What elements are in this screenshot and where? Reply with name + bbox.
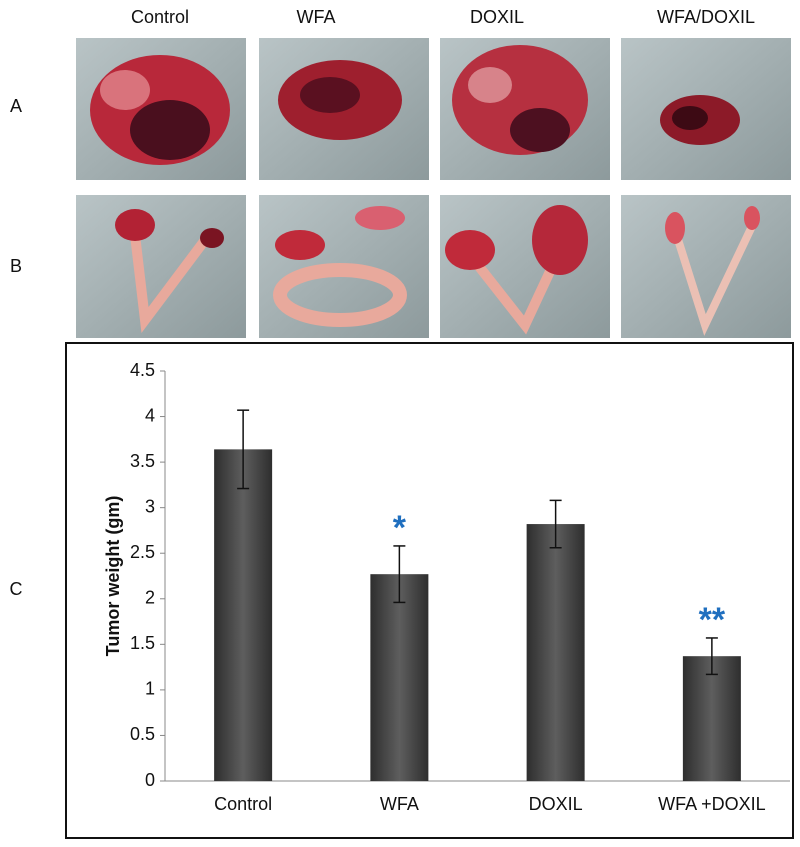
y-axis-label: Tumor weight (gm) xyxy=(103,496,123,657)
column-label: WFA/DOXIL xyxy=(657,7,755,27)
y-tick-label: 4.5 xyxy=(130,360,155,380)
photo xyxy=(259,38,429,180)
error-bar xyxy=(549,499,562,549)
photo xyxy=(621,38,791,180)
row-label: B xyxy=(10,256,22,276)
x-tick-label: DOXIL xyxy=(529,794,583,814)
error-bar xyxy=(237,409,250,490)
y-tick-label: 2 xyxy=(145,588,155,608)
y-tick-label: 0.5 xyxy=(130,724,155,744)
photo-panels xyxy=(76,38,791,338)
photo xyxy=(440,195,610,338)
column-label: DOXIL xyxy=(470,7,524,27)
y-tick-label: 2.5 xyxy=(130,542,155,562)
y-tick-label: 1 xyxy=(145,679,155,699)
x-tick-label: Control xyxy=(214,794,272,814)
bar xyxy=(214,449,273,781)
photo xyxy=(76,195,246,338)
panel-label: C xyxy=(10,579,23,599)
significance-marker: ** xyxy=(699,601,726,639)
y-tick-label: 1.5 xyxy=(130,633,155,653)
bar xyxy=(526,524,585,781)
y-tick-label: 3 xyxy=(145,496,155,516)
chart-frame xyxy=(65,342,794,839)
error-bar xyxy=(705,637,718,676)
x-tick-label: WFA +DOXIL xyxy=(658,794,766,814)
error-bar xyxy=(393,545,406,604)
photo xyxy=(621,195,791,338)
photo xyxy=(440,38,610,180)
row-label: A xyxy=(10,96,22,116)
bar xyxy=(682,656,741,781)
column-label: WFA xyxy=(297,7,336,27)
y-tick-label: 3.5 xyxy=(130,451,155,471)
photo xyxy=(76,38,246,180)
column-label: Control xyxy=(131,7,189,27)
y-tick-label: 4 xyxy=(145,405,155,425)
photo xyxy=(259,195,429,338)
significance-marker: * xyxy=(393,509,407,547)
x-tick-label: WFA xyxy=(380,794,419,814)
bar xyxy=(370,574,429,781)
y-tick-label: 0 xyxy=(145,770,155,790)
